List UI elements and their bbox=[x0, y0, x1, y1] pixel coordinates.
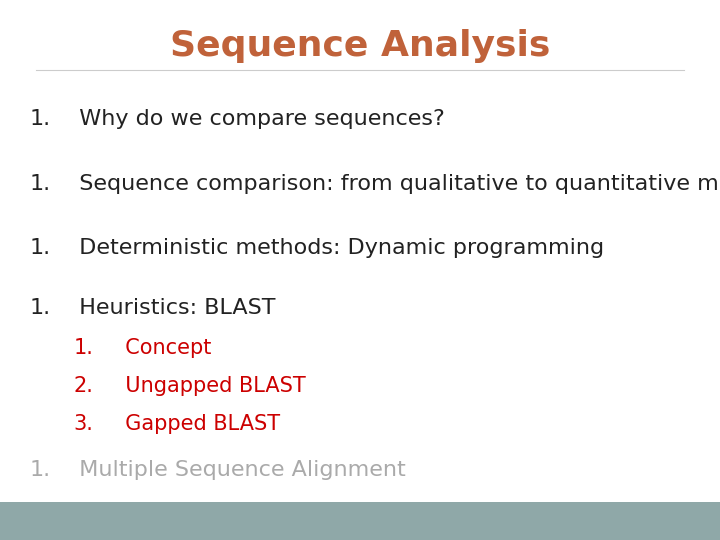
Text: Heuristics: BLAST: Heuristics: BLAST bbox=[65, 298, 275, 318]
Text: 1.: 1. bbox=[30, 238, 50, 259]
Bar bbox=[0, 502, 720, 540]
Text: Gapped BLAST: Gapped BLAST bbox=[112, 414, 280, 434]
Text: 1.: 1. bbox=[30, 173, 50, 194]
Text: 2.: 2. bbox=[73, 376, 94, 396]
Text: Deterministic methods: Dynamic programming: Deterministic methods: Dynamic programmi… bbox=[65, 238, 604, 259]
Text: Sequence Analysis: Sequence Analysis bbox=[170, 29, 550, 63]
Text: 3.: 3. bbox=[73, 414, 94, 434]
Text: 1.: 1. bbox=[30, 460, 50, 480]
Text: 1.: 1. bbox=[30, 298, 50, 318]
Text: Sequence comparison: from qualitative to quantitative methods: Sequence comparison: from qualitative to… bbox=[65, 173, 720, 194]
Text: Concept: Concept bbox=[112, 338, 211, 359]
Text: 1.: 1. bbox=[73, 338, 94, 359]
Text: Ungapped BLAST: Ungapped BLAST bbox=[112, 376, 305, 396]
Text: 1.: 1. bbox=[30, 109, 50, 129]
Text: Why do we compare sequences?: Why do we compare sequences? bbox=[65, 109, 444, 129]
Text: Multiple Sequence Alignment: Multiple Sequence Alignment bbox=[65, 460, 405, 480]
